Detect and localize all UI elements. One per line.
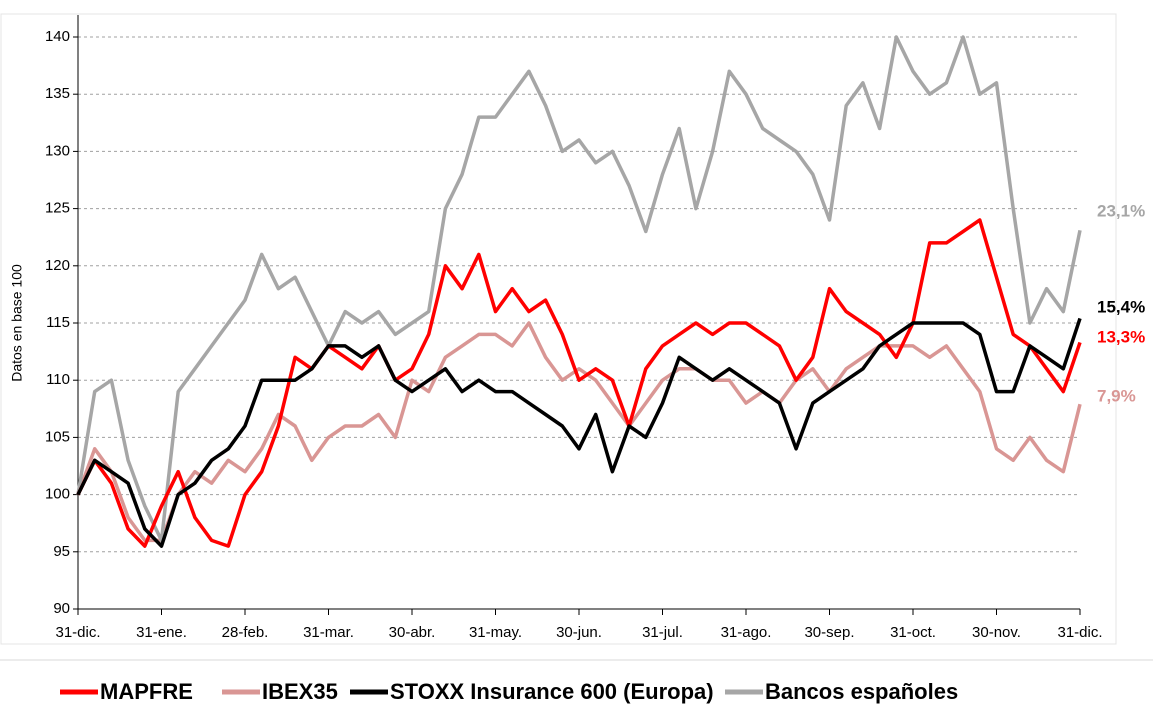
x-tick-label: 31-dic. [55, 624, 100, 641]
end-label: 7,9% [1097, 386, 1136, 405]
y-tick-label: 90 [53, 600, 70, 617]
series-line [76, 321, 1082, 543]
y-tick-label: 110 [46, 371, 70, 388]
y-tick-label: 140 [45, 28, 70, 45]
x-tick-label: 31-jul. [642, 624, 683, 641]
y-tick-label: 130 [45, 142, 70, 159]
end-label: 13,3% [1097, 327, 1145, 346]
series-line [76, 317, 1082, 548]
x-tick-label: 30-jun. [556, 624, 602, 641]
y-tick-label: 95 [53, 543, 70, 560]
y-tick-label: 105 [45, 428, 70, 445]
y-tick-label: 135 [45, 85, 70, 102]
x-tick-label: 31-oct. [890, 624, 936, 641]
legend-label: STOXX Insurance 600 (Europa) [390, 679, 714, 704]
chart-frame [0, 13, 1117, 645]
x-tick-label: 31-ene. [136, 624, 187, 641]
x-tick-label: 30-nov. [972, 624, 1021, 641]
x-tick-label: 31-ago. [721, 624, 772, 641]
end-label: 15,4% [1097, 297, 1145, 316]
legend-label: MAPFRE [100, 679, 193, 704]
x-tick-label: 30-abr. [389, 624, 436, 641]
x-tick-label: 30-sep. [804, 624, 854, 641]
y-tick-label: 125 [45, 200, 70, 217]
x-tick-label: 31-may. [469, 624, 522, 641]
y-tick-label: 115 [46, 314, 70, 331]
y-tick-label: 100 [45, 486, 70, 503]
y-axis-label: Datos en base 100 [9, 264, 25, 382]
x-tick-label: 28-feb. [222, 624, 269, 641]
legend-label: IBEX35 [262, 679, 338, 704]
x-tick-label: 31-dic. [1057, 624, 1102, 641]
x-tick-label: 31-mar. [303, 624, 354, 641]
end-label: 23,1% [1097, 201, 1145, 220]
series-line [76, 218, 1082, 548]
y-tick-label: 120 [45, 257, 70, 274]
legend-label: Bancos españoles [765, 679, 958, 704]
series-line [76, 35, 1082, 543]
